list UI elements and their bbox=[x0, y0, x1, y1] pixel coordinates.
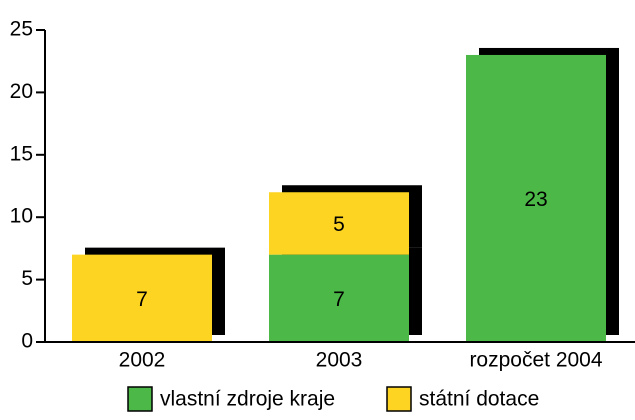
bars bbox=[72, 54, 606, 343]
bar bbox=[466, 54, 606, 343]
x-tick-label: rozpočet 2004 bbox=[469, 349, 602, 372]
labels: 7 7 5 23 bbox=[136, 188, 548, 311]
data-label: 7 bbox=[136, 288, 148, 311]
y-tick-label: 0 bbox=[21, 330, 33, 353]
y-tick-label: 15 bbox=[10, 142, 33, 165]
data-label: 7 bbox=[333, 288, 345, 311]
data-label: 23 bbox=[524, 188, 547, 211]
legend-label: vlastní zdroje kraje bbox=[160, 388, 335, 411]
bar bbox=[72, 254, 212, 342]
y-tick-label: 10 bbox=[10, 205, 33, 228]
data-label: 5 bbox=[333, 213, 345, 236]
legend-swatch bbox=[386, 386, 412, 412]
y-tick-label: 5 bbox=[21, 267, 33, 290]
y-tick-label: 20 bbox=[10, 80, 33, 103]
bar bbox=[269, 192, 409, 255]
bar bbox=[269, 254, 409, 342]
x-tick-label: 2003 bbox=[316, 349, 363, 372]
y-tick-label: 25 bbox=[10, 18, 33, 41]
legend-label: státní dotace bbox=[419, 388, 539, 411]
x-tick-label: 2002 bbox=[119, 349, 166, 372]
legend-swatch bbox=[127, 386, 153, 412]
